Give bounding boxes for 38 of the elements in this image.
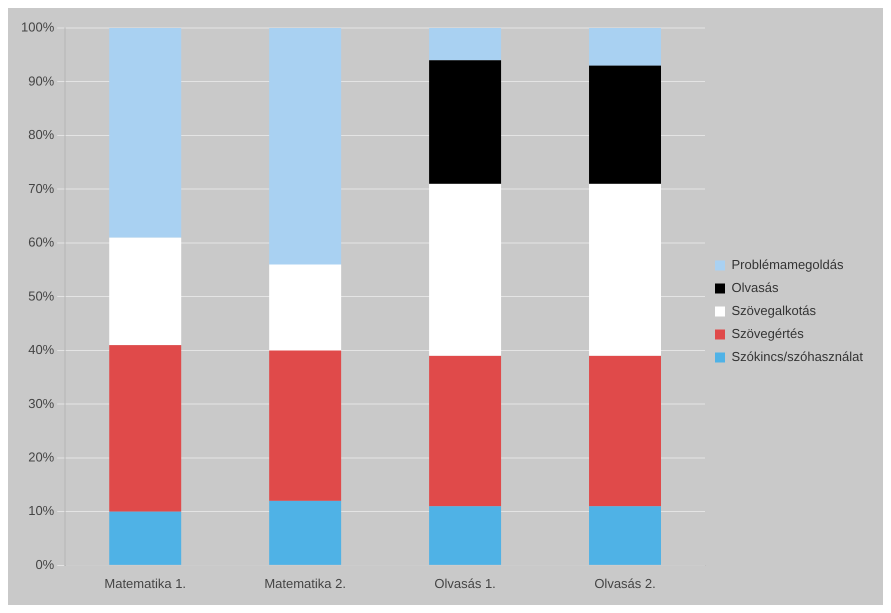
x-tick-label: Olvasás 2. xyxy=(594,576,656,591)
y-tick-label: 40% xyxy=(28,342,55,358)
bar xyxy=(429,60,502,184)
y-tick-label: 20% xyxy=(28,450,55,464)
bar xyxy=(109,28,182,238)
bar xyxy=(589,356,662,506)
y-tick-label: 80% xyxy=(28,127,55,142)
bar xyxy=(429,28,502,60)
bar xyxy=(109,345,182,512)
bar xyxy=(269,264,342,350)
y-tick-label: 100% xyxy=(21,20,55,35)
x-tick-label: Olvasás 1. xyxy=(434,576,496,591)
bar xyxy=(429,184,502,356)
bar xyxy=(589,506,662,565)
bar xyxy=(269,500,342,565)
bar xyxy=(589,66,662,184)
y-tick-label: 50% xyxy=(28,288,55,304)
legend-label: Szövegalkotás xyxy=(731,303,817,318)
bar xyxy=(429,356,502,506)
bar xyxy=(589,184,662,356)
bar xyxy=(269,350,342,501)
x-tick-label: Matematika 2. xyxy=(264,576,346,591)
y-tick-label: 70% xyxy=(28,180,55,196)
y-tick-label: 90% xyxy=(28,73,55,88)
bar xyxy=(429,506,502,565)
y-tick-label: 60% xyxy=(28,234,55,250)
legend-label: Olvasás xyxy=(731,280,779,296)
y-tick-label: 10% xyxy=(28,503,55,518)
bar xyxy=(109,238,182,346)
y-tick-label: 0% xyxy=(35,556,55,572)
bar xyxy=(269,28,342,264)
legend-label: Szövegértés xyxy=(731,326,804,342)
y-tick-label: 30% xyxy=(28,396,55,411)
bar xyxy=(109,512,182,565)
legend-label: Szókincs/szóhasználat xyxy=(731,349,864,364)
x-tick-label: Matematika 1. xyxy=(104,576,186,591)
bar xyxy=(589,28,662,66)
legend-label: Problémamegoldás xyxy=(731,257,844,272)
